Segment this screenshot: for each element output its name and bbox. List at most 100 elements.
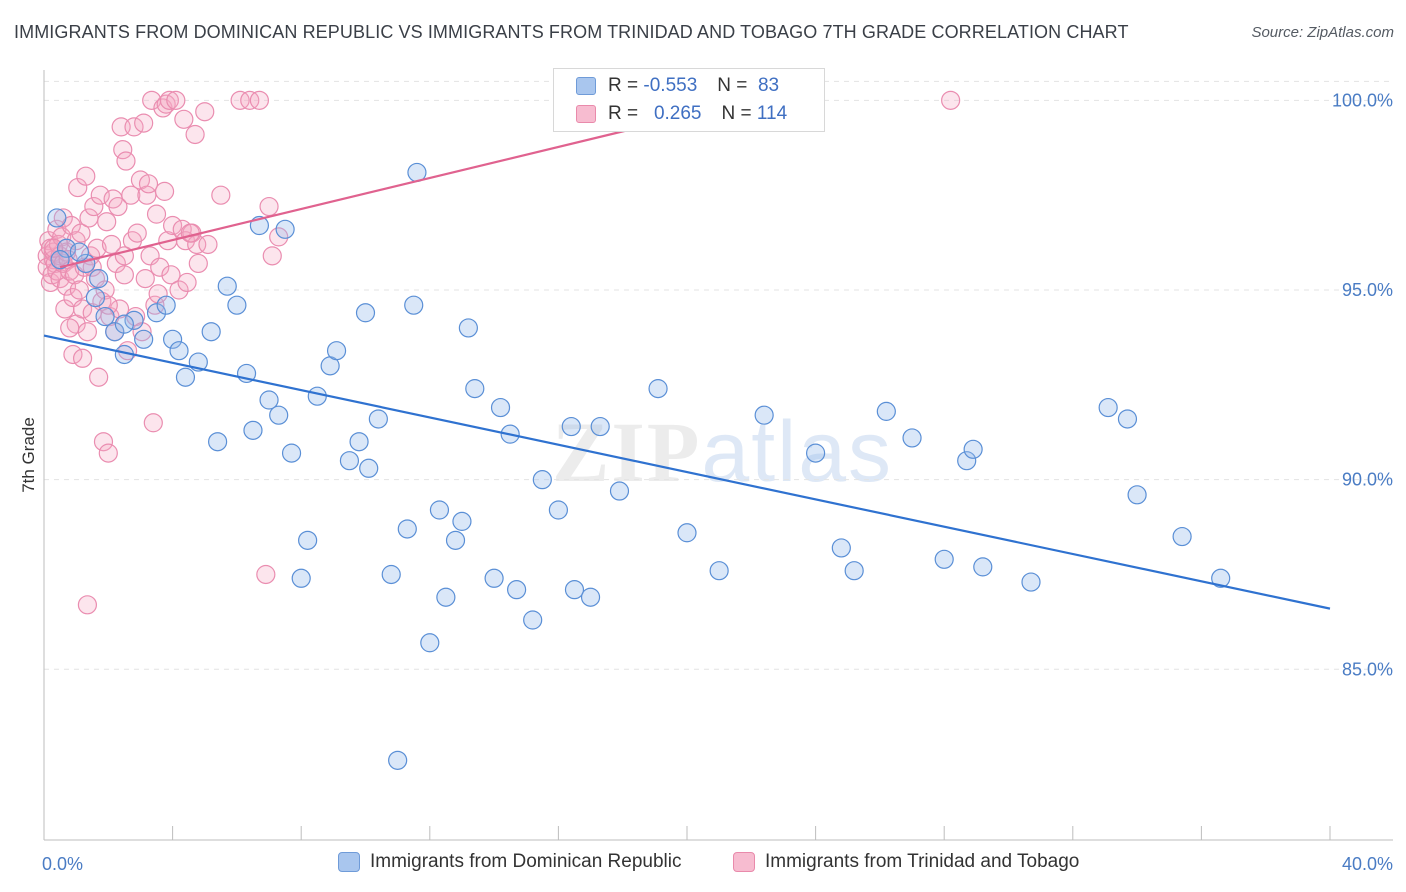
dominican-point <box>163 329 183 349</box>
trinidad-point <box>249 90 270 110</box>
trinidad-point <box>941 90 961 110</box>
trinidad-point <box>77 322 98 342</box>
trinidad-point <box>108 196 128 217</box>
dominican-point <box>105 322 125 342</box>
trinidad-point <box>169 280 189 300</box>
dominican-point <box>368 409 388 429</box>
dominican-point <box>1127 485 1147 505</box>
legend-swatch-dominican <box>338 852 360 872</box>
trinidad-point <box>72 348 93 368</box>
y-tick-label: 100.0% <box>1332 90 1393 110</box>
dominican-point <box>1172 526 1192 547</box>
trinidad-point <box>269 227 289 247</box>
dominican-point <box>561 416 581 437</box>
dominican-point <box>1211 568 1231 588</box>
dominican-point <box>259 390 279 410</box>
dominican-point <box>564 580 585 600</box>
dominican-point <box>134 329 154 349</box>
dominican-point <box>307 386 327 406</box>
legend-row-trinidad: R = 0.265 N = 114 <box>576 102 787 126</box>
dominican-point <box>243 420 263 440</box>
dominican-point <box>465 379 485 399</box>
dominican-trend-line <box>43 334 1331 610</box>
trinidad-point <box>101 234 122 255</box>
trinidad-point <box>146 204 167 224</box>
trinidad-point <box>72 299 93 319</box>
legend-item-dominican: Immigrants from Dominican Republic <box>338 851 682 873</box>
trinidad-point <box>53 208 73 228</box>
trinidad-point <box>84 196 104 217</box>
trinidad-point <box>69 280 89 300</box>
x-tick-label: 0.0% <box>42 854 83 874</box>
legend-label-dominican: Immigrants from Dominican Republic <box>370 851 682 872</box>
y-tick-label: 85.0% <box>1342 659 1393 679</box>
trinidad-point <box>138 174 159 194</box>
dominican-point <box>326 341 347 361</box>
dominican-point <box>548 500 569 520</box>
trinidad-point <box>156 94 176 114</box>
dominican-point <box>934 549 954 569</box>
trinidad-point <box>90 185 110 205</box>
axes <box>43 70 1393 841</box>
dominican-point <box>89 269 109 289</box>
trinidad-point <box>60 318 80 338</box>
y-tick-label: 95.0% <box>1342 280 1393 300</box>
tick-labels: 85.0% 90.0% 95.0% 100.0% 0.0% 40.0% 7th Grade <box>19 90 1393 874</box>
dominican-point <box>957 451 977 471</box>
dominican-point <box>156 295 176 315</box>
dominican-point <box>281 443 302 463</box>
dominican-point <box>388 750 408 770</box>
dominican-point <box>709 561 729 581</box>
legend-swatch-trinidad <box>733 852 755 872</box>
legend-n-label: N = <box>717 75 748 96</box>
legend-n-value-trinidad: 114 <box>756 103 788 124</box>
dominican-point <box>523 610 543 630</box>
trinidad-point <box>98 443 118 463</box>
dominican-point <box>349 432 369 452</box>
watermark-atlas: atlas <box>701 404 894 500</box>
dominican-point <box>532 470 552 490</box>
dominican-point <box>269 405 289 425</box>
dominican-point <box>95 306 115 327</box>
dominican-point <box>507 580 527 600</box>
dominican-point <box>963 439 983 459</box>
dominican-point <box>973 557 993 577</box>
trinidad-point <box>143 413 163 433</box>
trinidad-point <box>180 223 200 243</box>
trinidad-point <box>185 124 205 145</box>
trinidad-point <box>71 223 91 243</box>
dominican-point <box>114 314 134 334</box>
dominican-point <box>56 238 77 258</box>
y-tick-label: 90.0% <box>1342 470 1393 490</box>
dominican-point <box>124 310 144 330</box>
trinidad-point <box>177 272 197 293</box>
trinidad-point <box>121 185 141 205</box>
dominican-point <box>902 428 922 448</box>
dominican-point <box>381 564 401 585</box>
trinidad-point <box>50 269 70 289</box>
dominican-point <box>359 458 379 478</box>
dominican-point <box>458 318 478 338</box>
dominican-point <box>754 405 774 425</box>
trinidad-point <box>256 564 276 585</box>
dominican-point <box>397 519 417 539</box>
trinidad-point <box>159 90 179 110</box>
dominican-point <box>355 303 376 323</box>
trinidad-point <box>132 322 152 342</box>
dominican-point <box>648 379 668 399</box>
dominican-point <box>175 367 196 387</box>
trinidad-point <box>198 234 218 255</box>
trinidad-point <box>134 113 154 133</box>
dominican-point <box>429 500 450 520</box>
legend-swatch-dominican <box>576 77 596 95</box>
dominican-point <box>227 295 247 315</box>
dominican-point <box>1117 409 1138 429</box>
dominican-point <box>146 303 167 323</box>
trinidad-point <box>113 140 133 160</box>
legend-item-trinidad: Immigrants from Trinidad and Tobago <box>733 851 1079 873</box>
dominican-point <box>876 401 896 421</box>
trinidad-point <box>166 90 186 110</box>
dominican-point <box>580 587 601 607</box>
trinidad-point <box>97 212 117 232</box>
trinidad-point <box>77 595 98 615</box>
